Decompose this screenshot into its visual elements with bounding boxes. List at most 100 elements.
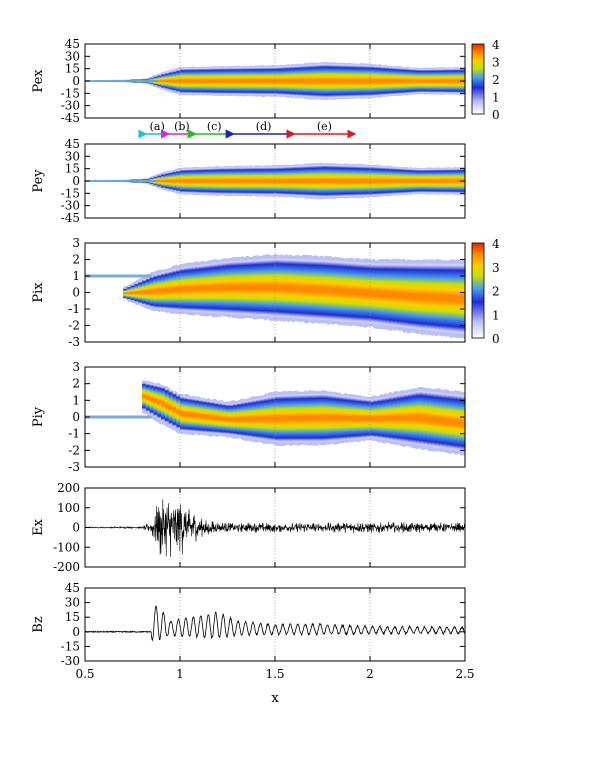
density-slice [214, 401, 219, 435]
density-slice [328, 259, 333, 321]
density-slice [446, 393, 451, 450]
density-slice [225, 403, 230, 436]
density-slice [180, 395, 185, 432]
density-slice [248, 166, 253, 196]
density-slice [191, 397, 196, 433]
density-slice [221, 67, 227, 95]
ytick-label: -15 [61, 186, 80, 200]
density-slice [320, 164, 325, 198]
density-slice [332, 164, 337, 198]
density-slice [252, 399, 257, 440]
density-slice [324, 259, 329, 321]
ytick-label: 45 [65, 581, 80, 595]
density-slice [157, 174, 162, 188]
panel-pix: -3 -2 -1 0 1 2 3 Pix 0 1 2 3 4 [31, 236, 500, 349]
density-slice [408, 68, 413, 94]
density-slice [199, 168, 204, 194]
density-slice [389, 395, 394, 442]
density-slice [396, 167, 401, 195]
colorbar [471, 43, 485, 115]
density-slice [301, 165, 306, 197]
density-slice [400, 393, 405, 443]
density-slice [164, 271, 170, 311]
colorbar [471, 242, 485, 339]
density-slice [404, 67, 409, 95]
density-slice [385, 262, 390, 326]
density-slice [176, 267, 181, 312]
colorbar-label: 0 [492, 108, 500, 122]
ytick-label: -100 [53, 540, 80, 554]
density-slice [183, 266, 189, 312]
density-slice [225, 67, 230, 95]
density-slice [161, 385, 166, 422]
density-slice [324, 393, 329, 443]
density-slice [385, 166, 390, 196]
density-slice [214, 167, 219, 195]
density-slice [126, 286, 132, 300]
density-slice [290, 258, 295, 319]
density-slice [377, 397, 382, 440]
density-slice [225, 261, 230, 315]
ytick-label: 1 [72, 269, 80, 283]
density-slice [267, 396, 272, 442]
density-slice [385, 66, 390, 96]
density-slice [233, 67, 238, 95]
density-slice [271, 166, 276, 196]
density-slice [385, 396, 390, 441]
density-slice [316, 393, 322, 443]
density-slice [305, 258, 310, 320]
density-slice [202, 399, 208, 434]
density-slice [377, 262, 382, 325]
density-slice [411, 391, 417, 445]
density-slice [343, 64, 348, 98]
density-slice [297, 393, 303, 443]
phase-label: (a) [150, 120, 165, 133]
density-slice [180, 266, 185, 312]
density-slice [381, 396, 386, 440]
ytick-label: 30 [65, 149, 80, 163]
density-slice [404, 263, 409, 329]
density-slice [301, 64, 306, 98]
panel-ex: -200 -100 0 100 200 Ex [31, 481, 466, 574]
density-slice [259, 166, 265, 196]
density-slice [347, 261, 352, 323]
density-slice [183, 168, 189, 194]
density-slice [275, 257, 280, 318]
density-slice [221, 402, 227, 435]
xtick-label: 2 [366, 667, 374, 681]
density-slice [210, 400, 215, 434]
density-slice [423, 263, 428, 331]
ytick-label: 0 [72, 286, 80, 300]
density-slice [328, 164, 333, 198]
density-slice [354, 261, 360, 323]
density-slice [259, 66, 265, 96]
density-slice [244, 167, 249, 195]
density-slice [457, 68, 462, 94]
density-slice [396, 263, 401, 328]
density-slice [370, 399, 375, 439]
density-slice [358, 262, 363, 323]
density-slice [267, 258, 272, 317]
density-slice [278, 394, 284, 443]
density-slice [259, 258, 265, 317]
density-slice [339, 260, 344, 322]
colorbar-label: 2 [492, 285, 500, 299]
ytick-label: 0 [72, 410, 80, 424]
density-slice [263, 166, 268, 196]
density-slice [297, 165, 303, 197]
density-slice [449, 393, 455, 451]
density-slice [164, 172, 170, 190]
density-slice [263, 396, 268, 441]
density-slice [419, 168, 424, 194]
density-slice [358, 165, 363, 197]
density-slice [271, 66, 276, 96]
density-slice [453, 393, 458, 451]
density-slice [244, 67, 249, 95]
density-slice [351, 165, 356, 197]
density-slice [187, 67, 192, 95]
density-slice [396, 394, 401, 443]
density-slice [271, 395, 276, 443]
density-slice [381, 166, 386, 196]
density-slice [309, 259, 314, 320]
density-slice [389, 167, 394, 195]
